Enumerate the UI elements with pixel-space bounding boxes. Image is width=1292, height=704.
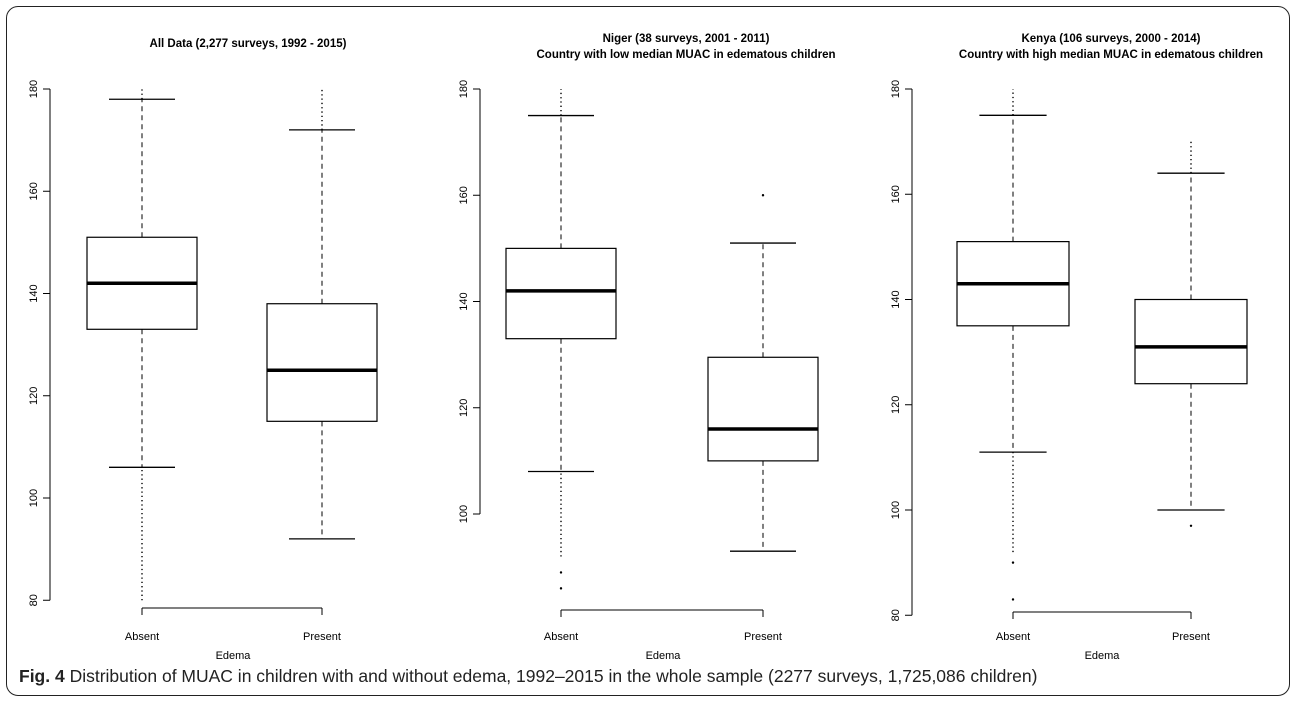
panel-title-line: Country with low median MUAC in edematou… — [536, 49, 835, 61]
outlier-point — [761, 194, 765, 197]
outlier-point — [559, 587, 563, 590]
x-tick-label: Absent — [996, 631, 1030, 643]
x-tick-label: Present — [303, 631, 341, 643]
x-tick-label: Absent — [125, 631, 159, 643]
y-tick-label: 180 — [890, 80, 902, 98]
y-tick-label: 160 — [458, 186, 470, 204]
iqr-box — [266, 303, 378, 422]
x-axis-title: Edema — [1085, 650, 1121, 662]
panel-title-line: Niger (38 surveys, 2001 - 2011) — [603, 33, 770, 45]
figure-frame — [6, 6, 1290, 696]
panel-2: Niger (38 surveys, 2001 - 2011) Country w… — [458, 33, 836, 662]
y-tick-label: 140 — [458, 292, 470, 310]
y-tick-label: 100 — [890, 501, 902, 519]
caption-text: Distribution of MUAC in children with an… — [64, 666, 1038, 686]
outlier-point — [559, 571, 563, 574]
y-tick-label: 120 — [458, 399, 470, 417]
y-tick-label: 120 — [890, 396, 902, 414]
panel-1: All Data (2,277 surveys, 1992 - 2015) 80 1… — [28, 38, 378, 662]
box-absent — [956, 89, 1070, 601]
x-axis-title: Edema — [216, 650, 252, 662]
box-absent — [505, 89, 617, 590]
y-tick-label: 80 — [28, 594, 40, 606]
outlier-point — [1189, 524, 1193, 527]
panel-title-line: All Data (2,277 surveys, 1992 - 2015) — [150, 38, 347, 50]
box-absent — [86, 89, 198, 601]
y-tick-label: 140 — [28, 284, 40, 302]
x-axis-title: Edema — [646, 650, 682, 662]
iqr-box — [505, 247, 617, 340]
iqr-box — [1134, 298, 1248, 385]
iqr-box — [707, 356, 819, 462]
y-tick-label: 180 — [458, 80, 470, 98]
y-tick-label: 120 — [28, 387, 40, 405]
panel-title-line: Country with high median MUAC in edemato… — [959, 49, 1263, 61]
y-tick-label: 160 — [28, 182, 40, 200]
x-tick-label: Present — [1172, 631, 1210, 643]
outlier-point — [1011, 561, 1015, 564]
y-tick-label: 100 — [458, 505, 470, 523]
figure-caption: Fig. 4 Distribution of MUAC in children … — [19, 666, 1037, 687]
y-tick-label: 180 — [28, 80, 40, 98]
outlier-point — [1011, 598, 1015, 601]
box-present — [266, 89, 378, 540]
y-tick-label: 160 — [890, 185, 902, 203]
box-present — [1134, 141, 1248, 527]
y-tick-label: 80 — [890, 609, 902, 621]
caption-label: Fig. 4 — [19, 666, 65, 686]
x-tick-label: Absent — [544, 631, 578, 643]
box-present — [707, 194, 819, 552]
y-tick-label: 100 — [28, 489, 40, 507]
panel-3: Kenya (106 surveys, 2000 - 2014) Country … — [890, 33, 1263, 662]
panel-title-line: Kenya (106 surveys, 2000 - 2014) — [1021, 33, 1200, 45]
x-tick-label: Present — [744, 631, 782, 643]
y-tick-label: 140 — [890, 290, 902, 308]
